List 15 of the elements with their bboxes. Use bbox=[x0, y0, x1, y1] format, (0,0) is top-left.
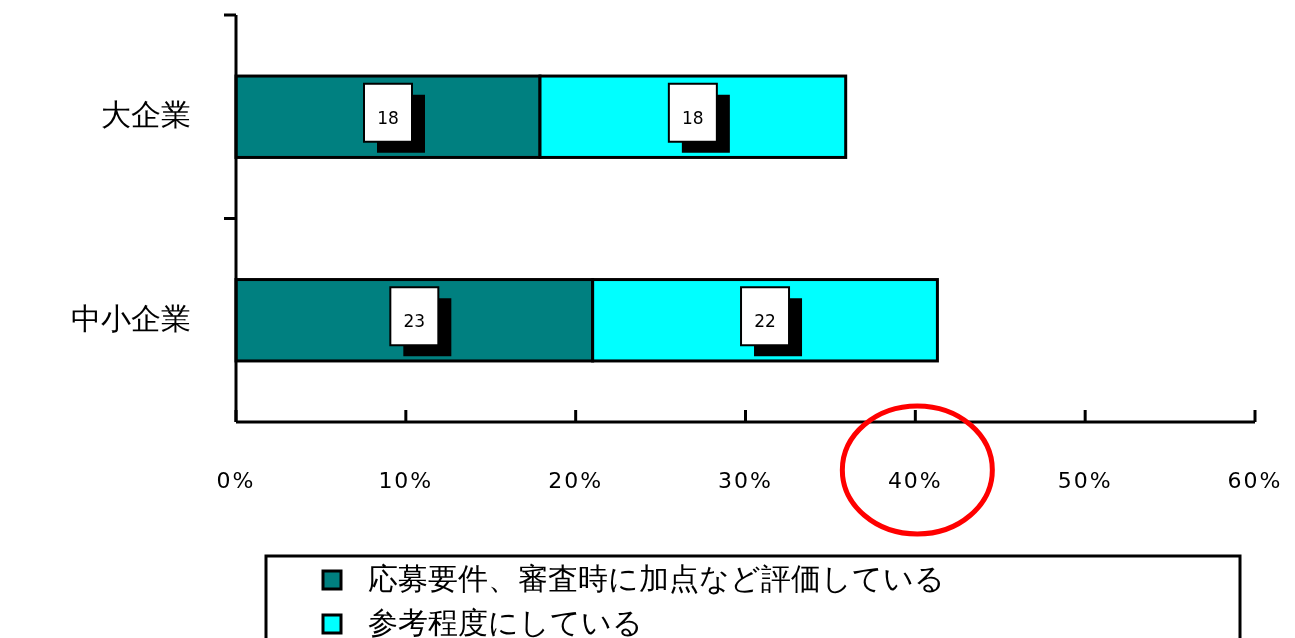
x-tick-label: 60% bbox=[1227, 468, 1283, 493]
annotation: 18 bbox=[682, 107, 704, 128]
legend-label: 応募要件、審査時に加点など評価している bbox=[368, 560, 945, 596]
x-tick-label: 10% bbox=[378, 468, 434, 493]
y-tick-label: 中小企業 bbox=[71, 300, 191, 336]
x-tick-label: 20% bbox=[548, 468, 604, 493]
x-tick-label: 50% bbox=[1057, 468, 1113, 493]
x-tick-label: 0% bbox=[216, 468, 256, 493]
legend-label: 参考程度にしている bbox=[368, 604, 643, 638]
annotation: 22 bbox=[754, 311, 776, 332]
x-tick-label: 40% bbox=[887, 468, 943, 493]
annotation: 23 bbox=[403, 311, 426, 332]
x-tick-label: 30% bbox=[718, 468, 773, 493]
annotation: 18 bbox=[377, 107, 399, 128]
y-tick-label: 大企業 bbox=[101, 97, 191, 133]
